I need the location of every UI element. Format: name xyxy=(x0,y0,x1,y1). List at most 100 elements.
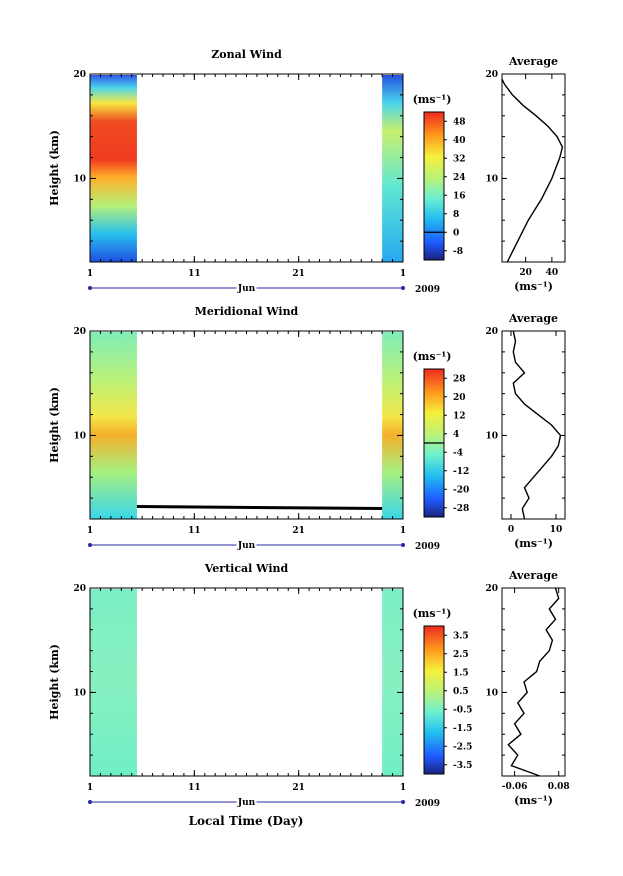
x-tick-label: 11 xyxy=(188,526,201,536)
profile-frame xyxy=(501,73,566,263)
colorbar-unit: (ms⁻¹) xyxy=(413,607,452,620)
colorbar-tick-label: 1.5 xyxy=(453,668,469,678)
profile-x-tick-label: 0.08 xyxy=(548,782,570,792)
profile-y-tick-label: 10 xyxy=(485,174,498,184)
year-label: 2009 xyxy=(415,542,440,552)
colorbar-tick-label: 16 xyxy=(453,191,466,201)
colorbar-tick-label: 8 xyxy=(453,210,459,220)
profile-y-tick-label: 20 xyxy=(485,584,498,594)
month-line-end xyxy=(88,543,92,547)
y-tick-label: 20 xyxy=(73,327,86,337)
data-block xyxy=(382,75,403,262)
colorbar-tick-label: 12 xyxy=(453,411,466,421)
profile-title: Average xyxy=(508,569,558,582)
colorbar xyxy=(423,111,445,261)
colorbar-tick-label: -3.5 xyxy=(453,761,472,771)
colorbar-tick-label: -0.5 xyxy=(453,705,472,715)
profile-frame xyxy=(501,330,566,520)
colorbar-tick-label: 48 xyxy=(453,117,466,127)
profile-x-tick-label: 40 xyxy=(546,268,559,278)
x-tick-label: 1 xyxy=(87,526,93,536)
y-tick-label: 10 xyxy=(73,688,86,698)
colorbar-tick-label: -2.5 xyxy=(453,742,472,752)
y-axis-label: Height (km) xyxy=(48,644,61,720)
profile-title: Average xyxy=(508,55,558,68)
colorbar-tick-label: -12 xyxy=(453,467,469,477)
year-label: 2009 xyxy=(415,799,440,809)
profile-x-tick-label: 20 xyxy=(519,268,532,278)
x-tick-label: 11 xyxy=(188,783,201,793)
month-line-end xyxy=(88,286,92,290)
colorbar-tick-label: 2.5 xyxy=(453,650,469,660)
month-label: Jun xyxy=(237,284,256,294)
month-label-bg xyxy=(236,539,257,550)
colorbar-tick-label: 24 xyxy=(453,173,466,183)
month-label: Jun xyxy=(237,798,256,808)
profile-xlabel: (ms⁻¹) xyxy=(514,280,553,293)
year-label: 2009 xyxy=(415,285,440,295)
data-block xyxy=(382,332,403,519)
colorbar-tick-label: 3.5 xyxy=(453,631,469,641)
month-line-end xyxy=(401,800,405,804)
profile-title: Average xyxy=(508,312,558,325)
y-tick-label: 20 xyxy=(73,70,86,80)
x-tick-label: 11 xyxy=(188,269,201,279)
x-tick-label: 1 xyxy=(400,526,406,536)
profile-y-tick-label: 10 xyxy=(485,431,498,441)
x-tick-label: 21 xyxy=(292,526,305,536)
profile-line xyxy=(507,587,560,777)
profile-line xyxy=(512,330,562,520)
profile-frame xyxy=(501,587,566,777)
profile-xlabel: (ms⁻¹) xyxy=(514,794,553,807)
colorbar-tick-label: 32 xyxy=(453,154,466,164)
data-block xyxy=(90,589,137,776)
month-label: Jun xyxy=(237,541,256,551)
profile-x-tick-label: -0.06 xyxy=(502,782,528,792)
data-block xyxy=(382,589,403,776)
profile-x-tick-label: 10 xyxy=(550,525,563,535)
x-tick-label: 21 xyxy=(292,783,305,793)
panel-title: Zonal Wind xyxy=(211,48,282,61)
profile-y-tick-label: 10 xyxy=(485,688,498,698)
colorbar-tick-label: -8 xyxy=(453,247,463,257)
profile-line xyxy=(501,78,564,263)
x-tick-label: 1 xyxy=(87,269,93,279)
colorbar-unit: (ms⁻¹) xyxy=(413,93,452,106)
x-tick-label: 21 xyxy=(292,269,305,279)
data-block xyxy=(90,332,137,519)
contour-line xyxy=(136,504,383,511)
data-block xyxy=(90,75,137,262)
colorbar-tick-label: 4 xyxy=(453,430,459,440)
colorbar-tick-label: 40 xyxy=(453,136,466,146)
colorbar-tick-label: -4 xyxy=(453,448,463,458)
colorbar-tick-label: 0 xyxy=(453,228,459,238)
colorbar-tick-label: 0.5 xyxy=(453,687,469,697)
panel-title: Vertical Wind xyxy=(204,562,289,575)
figure-xlabel: Local Time (Day) xyxy=(189,814,304,828)
profile-y-tick-label: 20 xyxy=(485,70,498,80)
colorbar-tick-label: -28 xyxy=(453,504,469,514)
x-tick-label: 1 xyxy=(400,269,406,279)
colorbar-tick-label: -20 xyxy=(453,485,469,495)
y-tick-label: 20 xyxy=(73,584,86,594)
month-line-end xyxy=(401,286,405,290)
y-axis-label: Height (km) xyxy=(48,387,61,463)
month-line-end xyxy=(401,543,405,547)
month-line-end xyxy=(88,800,92,804)
y-axis-label: Height (km) xyxy=(48,130,61,206)
profile-x-tick-label: 0 xyxy=(508,525,514,535)
panel-title: Meridional Wind xyxy=(195,305,299,318)
month-label-bg xyxy=(236,796,257,807)
colorbar-unit: (ms⁻¹) xyxy=(413,350,452,363)
y-tick-label: 10 xyxy=(73,174,86,184)
y-tick-label: 10 xyxy=(73,431,86,441)
x-tick-label: 1 xyxy=(87,783,93,793)
colorbar-tick-label: 28 xyxy=(453,374,466,384)
month-label-bg xyxy=(236,282,257,293)
colorbar xyxy=(423,625,445,775)
x-tick-label: 1 xyxy=(400,783,406,793)
